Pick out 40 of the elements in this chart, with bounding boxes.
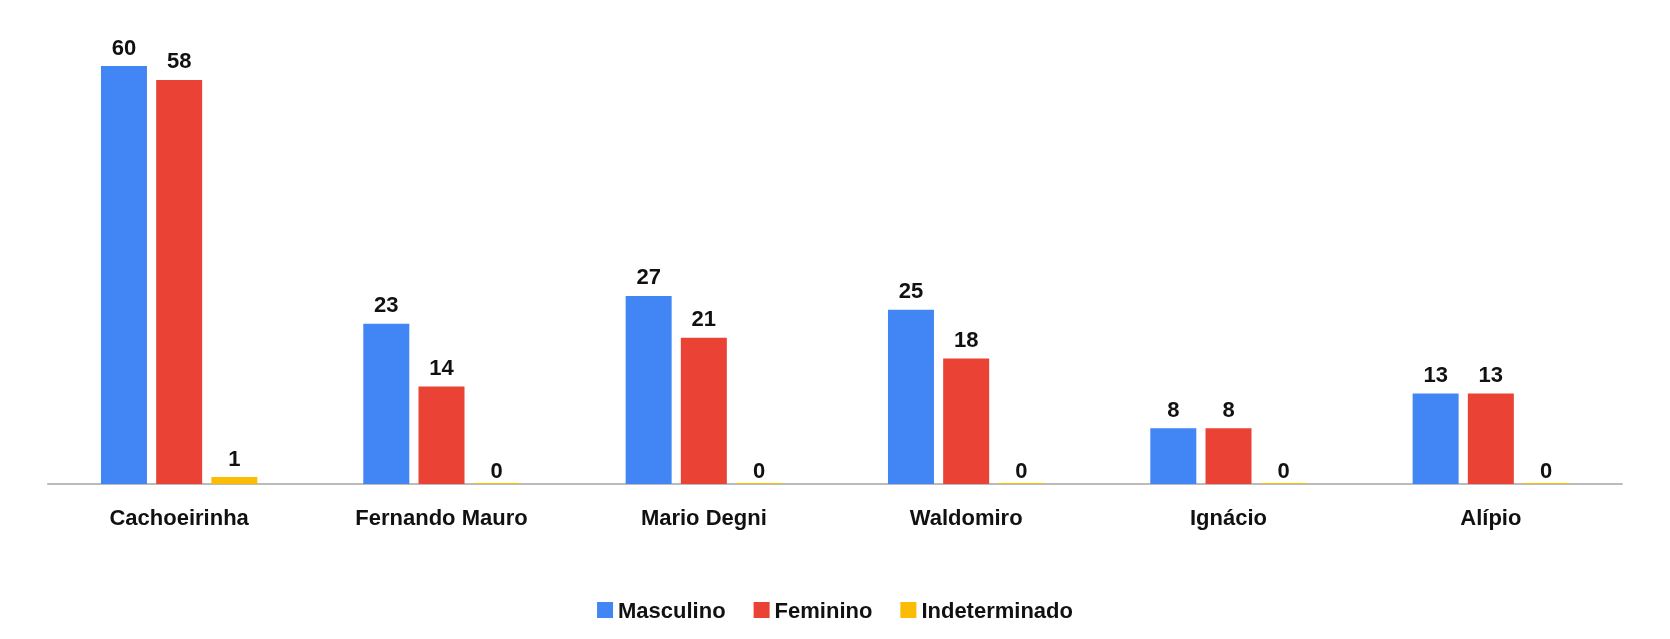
x-tick-label: Waldomiro — [909, 504, 1023, 530]
data-label: 0 — [1539, 457, 1553, 483]
data-label: 13 — [1423, 361, 1448, 387]
x-tick-label: Fernando Mauro — [355, 504, 528, 530]
bar — [887, 309, 934, 484]
data-label: 21 — [691, 306, 717, 332]
x-tick-label: Alípio — [1460, 504, 1522, 530]
legend-label: Indeterminado — [921, 597, 1073, 623]
data-label: 25 — [898, 278, 924, 304]
bar — [1205, 428, 1252, 484]
bar — [363, 323, 410, 484]
bar — [680, 337, 727, 484]
data-label: 8 — [1167, 396, 1180, 422]
legend-label: Masculino — [618, 597, 726, 623]
bar — [943, 358, 990, 484]
data-label: 0 — [490, 457, 503, 483]
data-label: 14 — [429, 354, 455, 380]
legend-label: Feminino — [774, 597, 873, 623]
bar — [1150, 428, 1197, 484]
data-label: 8 — [1222, 396, 1235, 422]
data-label: 13 — [1478, 361, 1504, 387]
data-label: 18 — [953, 327, 979, 353]
bar — [1467, 393, 1514, 484]
data-label: 27 — [636, 264, 661, 290]
bar — [211, 477, 258, 484]
x-tick-label: Cachoeirinha — [109, 504, 250, 530]
bar — [1412, 393, 1459, 484]
data-label: 0 — [752, 457, 766, 483]
x-tick-label: Mario Degni — [640, 504, 767, 530]
data-label: 58 — [166, 48, 192, 74]
bar — [156, 79, 203, 484]
data-label: 0 — [1277, 457, 1290, 483]
data-label: 23 — [374, 292, 399, 318]
data-label: 1 — [228, 445, 241, 471]
data-label: 0 — [1015, 457, 1028, 483]
bar — [625, 295, 672, 484]
x-tick-label: Ignácio — [1189, 504, 1268, 530]
bar — [418, 386, 465, 484]
bar — [100, 66, 147, 484]
data-label: 60 — [111, 34, 137, 60]
